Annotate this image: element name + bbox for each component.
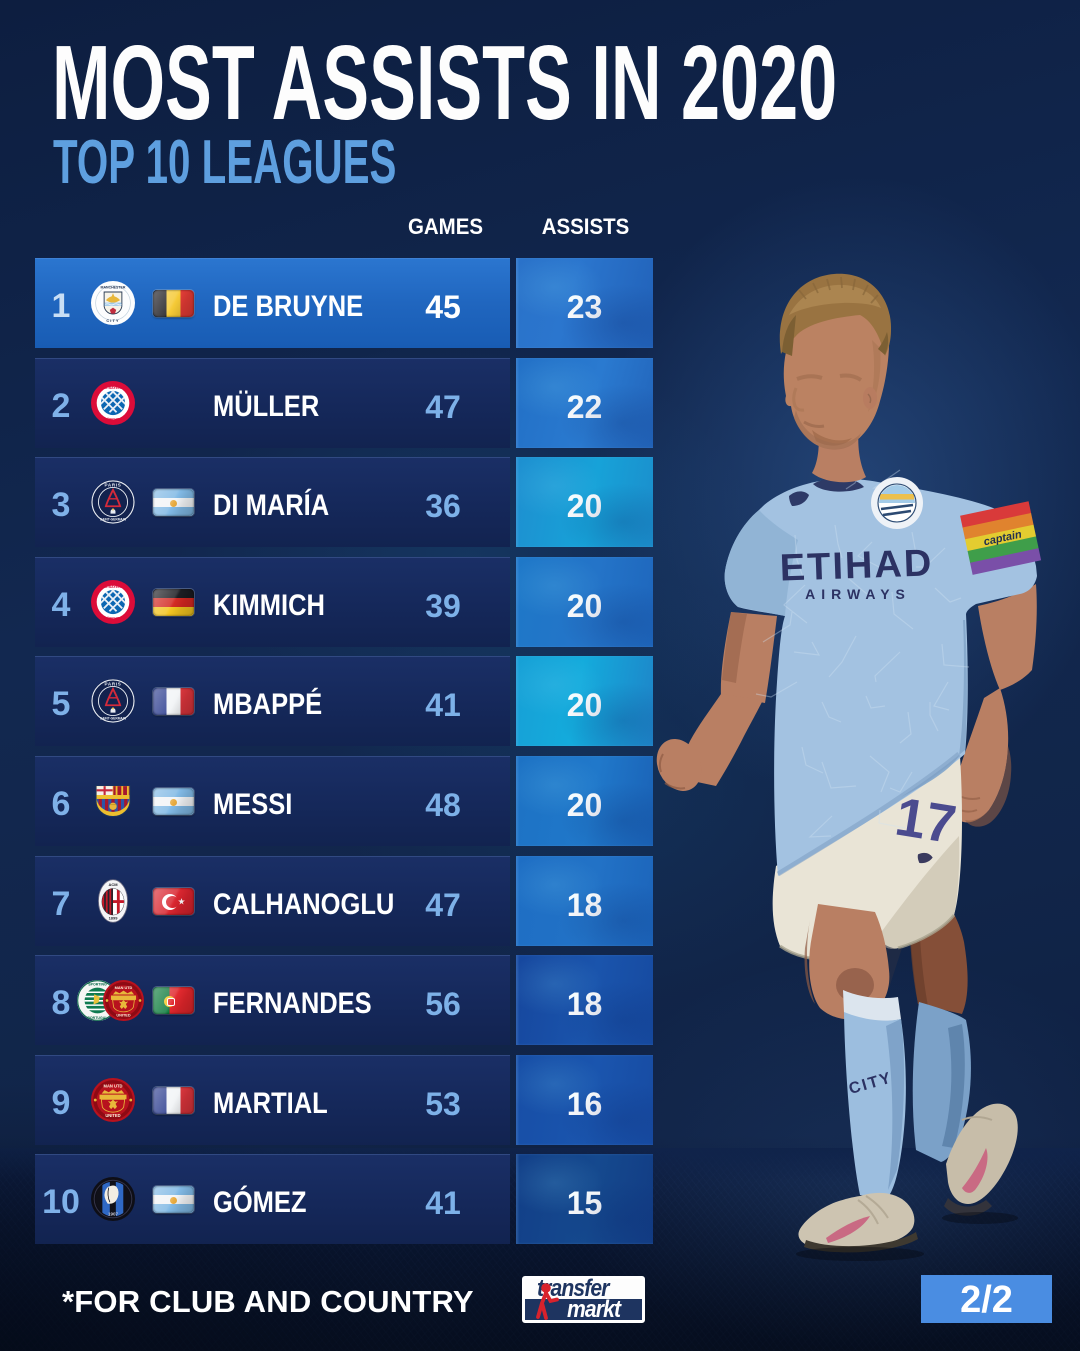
- svg-text:MAN UTD: MAN UTD: [104, 1083, 123, 1088]
- svg-text:SPORTING: SPORTING: [88, 982, 107, 986]
- svg-text:MÜNCHEN: MÜNCHEN: [104, 416, 122, 421]
- svg-text:AIRWAYS: AIRWAYS: [805, 586, 911, 602]
- svg-text:FC BAYERN: FC BAYERN: [103, 585, 124, 589]
- svg-text:ACM: ACM: [108, 881, 118, 886]
- svg-text:MANCHESTER: MANCHESTER: [101, 285, 126, 289]
- svg-text:ETIHAD: ETIHAD: [779, 542, 934, 589]
- svg-text:CITY: CITY: [106, 318, 119, 323]
- svg-text:UNITED: UNITED: [105, 1113, 120, 1118]
- svg-text:UNITED: UNITED: [116, 1014, 130, 1018]
- svg-text:PARIS: PARIS: [104, 682, 121, 687]
- svg-text:FC BAYERN: FC BAYERN: [103, 386, 124, 390]
- svg-text:1899: 1899: [109, 915, 119, 920]
- svg-text:MÜNCHEN: MÜNCHEN: [104, 615, 122, 620]
- svg-text:PORTUGAL: PORTUGAL: [88, 1016, 109, 1020]
- svg-text:PARIS: PARIS: [104, 483, 121, 488]
- svg-text:SAINT-GERMAIN: SAINT-GERMAIN: [100, 518, 127, 522]
- svg-text:SAINT-GERMAIN: SAINT-GERMAIN: [100, 717, 127, 721]
- svg-text:1907: 1907: [108, 1212, 119, 1217]
- svg-text:MAN UTD: MAN UTD: [115, 986, 133, 990]
